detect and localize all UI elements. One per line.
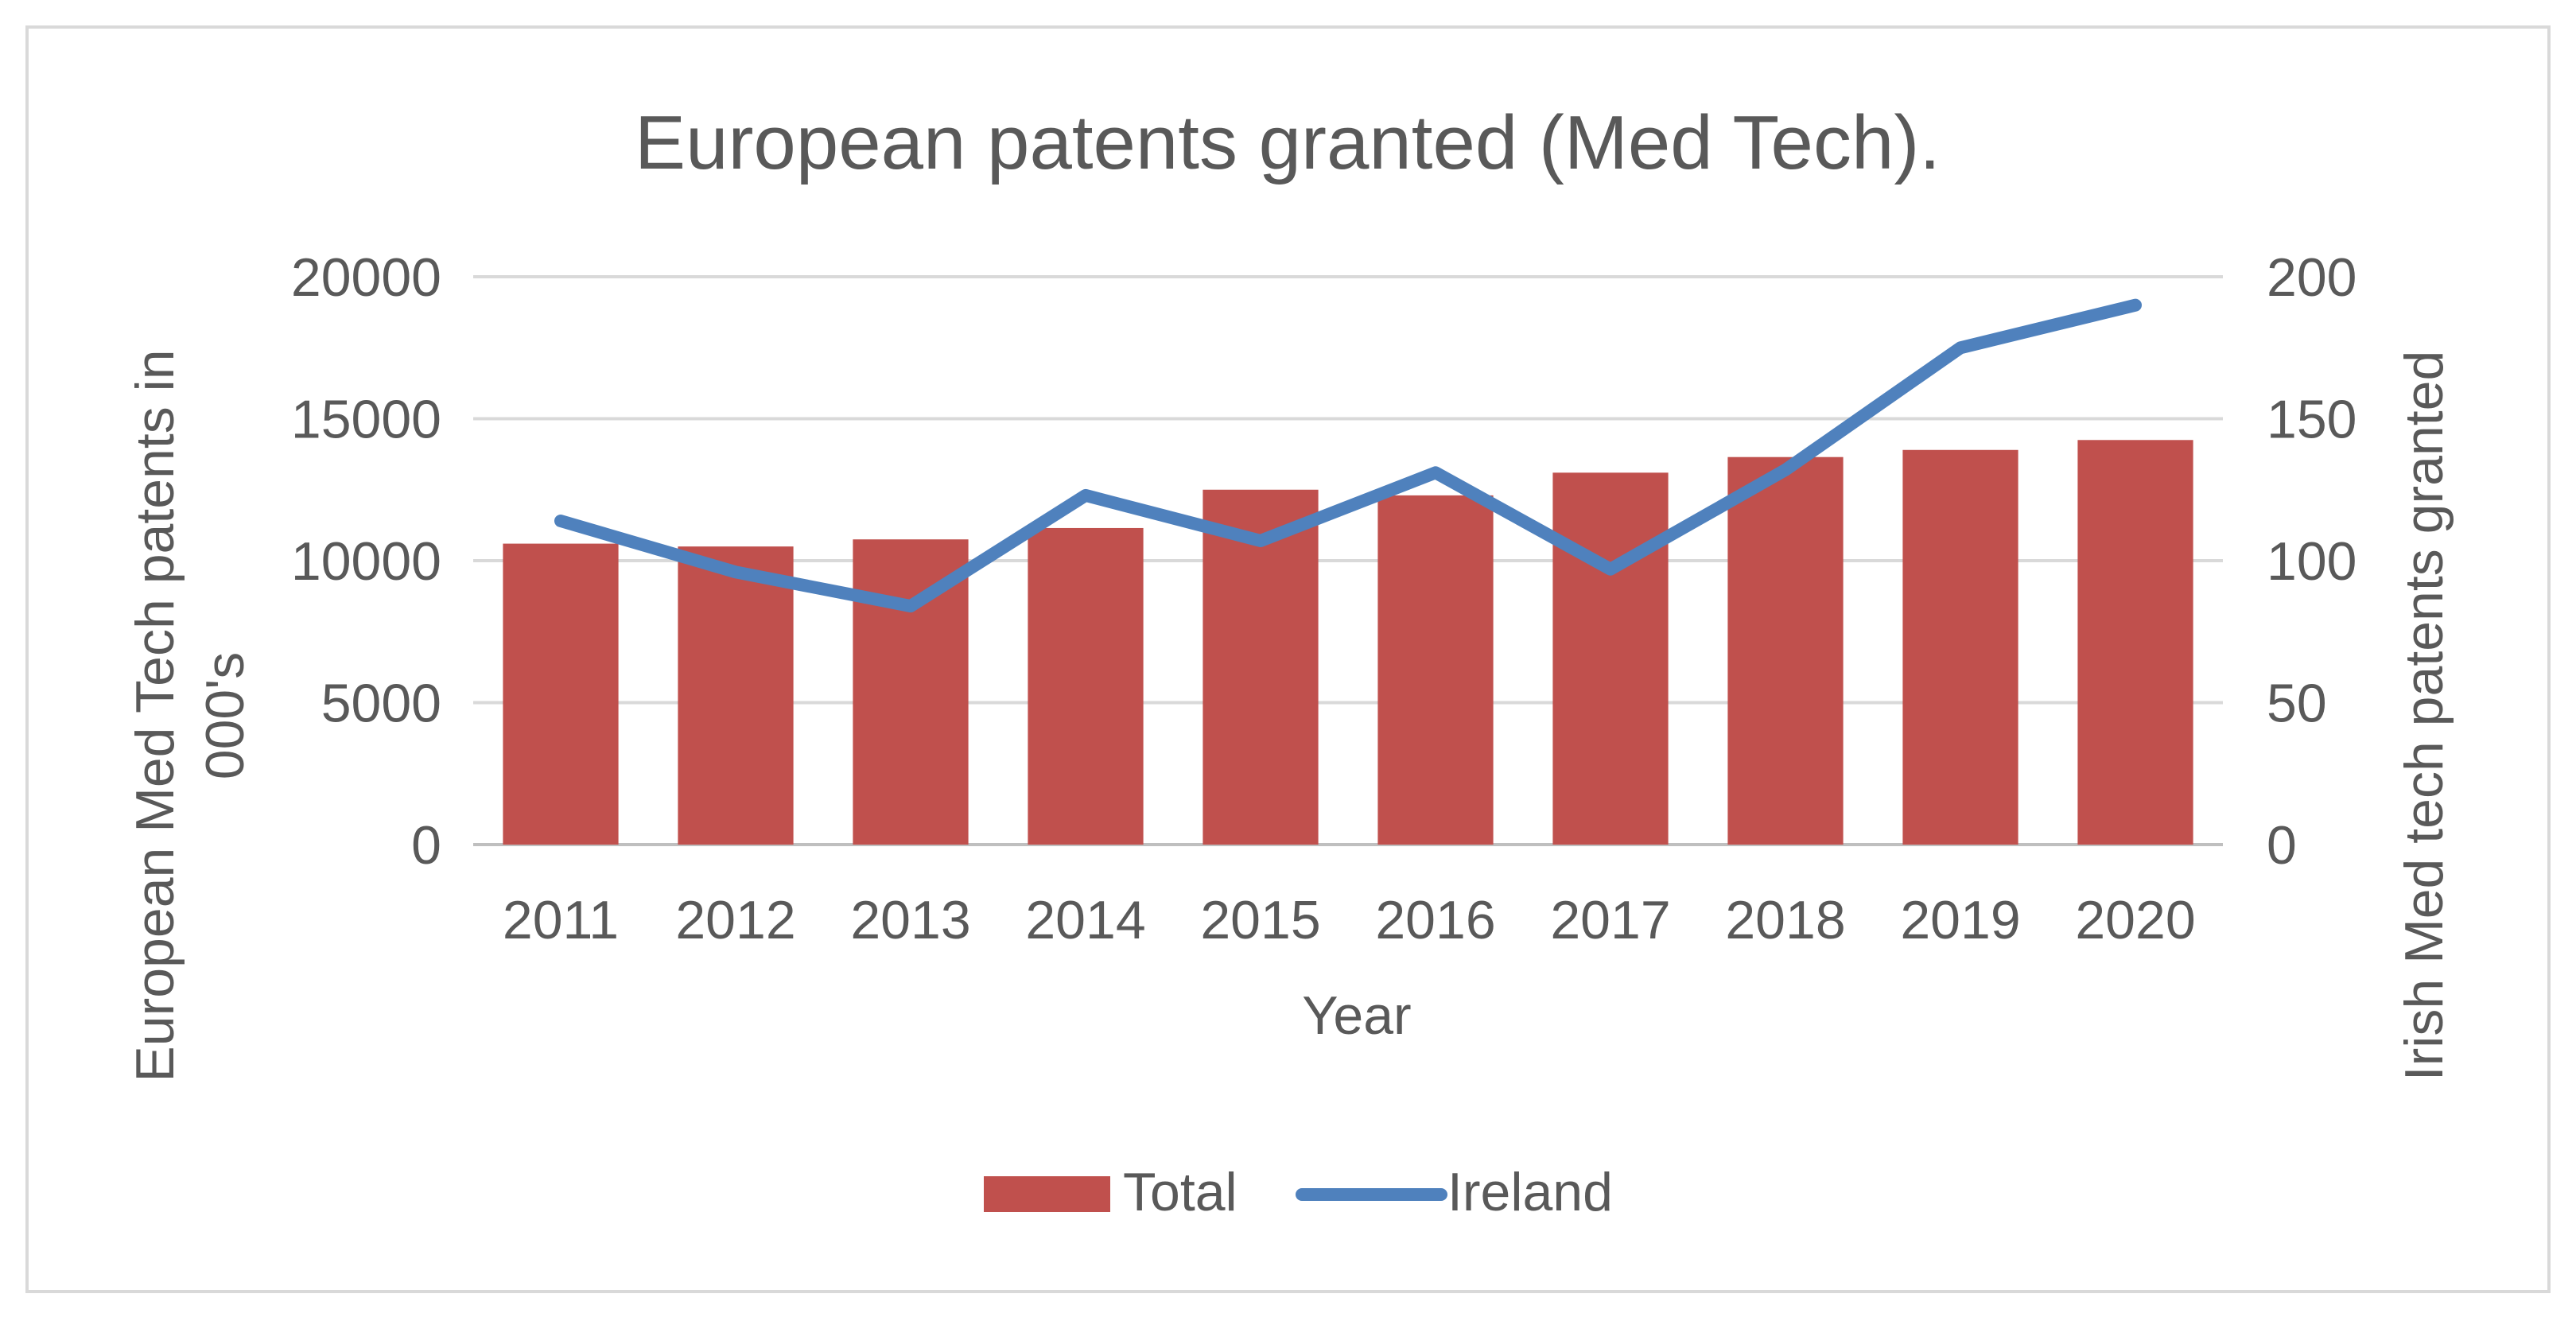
y-left-tick-label: 10000 bbox=[291, 531, 441, 592]
y-right-tick-label: 150 bbox=[2267, 390, 2356, 450]
legend: Total Ireland bbox=[984, 1162, 1613, 1222]
x-tick-label: 2015 bbox=[1200, 890, 1320, 950]
ireland-point-2018 bbox=[1785, 469, 1786, 471]
legend-label-total: Total bbox=[1123, 1162, 1237, 1222]
y-left-tick-label: 5000 bbox=[321, 674, 441, 734]
bar-2020 bbox=[2077, 440, 2193, 845]
bar-2017 bbox=[1552, 472, 1669, 845]
y-axis-left-title-line2: 000's bbox=[195, 652, 255, 779]
x-tick-label: 2020 bbox=[2075, 890, 2195, 950]
bar-2016 bbox=[1377, 495, 1494, 845]
y-axis-left-ticks: 0 5000 10000 15000 20000 bbox=[291, 247, 441, 876]
line-series-ireland bbox=[554, 298, 2142, 613]
x-tick-label: 2014 bbox=[1025, 890, 1145, 950]
ireland-line bbox=[554, 298, 2142, 613]
x-tick-label: 2016 bbox=[1375, 890, 1495, 950]
bar-2019 bbox=[1902, 449, 2018, 845]
bar-series-total bbox=[503, 440, 2193, 845]
y-right-tick-label: 50 bbox=[2267, 674, 2327, 734]
bar-2015 bbox=[1203, 489, 1319, 845]
y-axis-left-title-line1: European Med Tech patents in bbox=[125, 349, 185, 1082]
x-tick-label: 2013 bbox=[850, 890, 970, 950]
x-axis-title: Year bbox=[1302, 985, 1411, 1046]
x-tick-label: 2012 bbox=[675, 890, 795, 950]
y-right-tick-label: 200 bbox=[2267, 247, 2356, 308]
chart-title: European patents granted (Med Tech). bbox=[635, 100, 1941, 185]
y-right-tick-label: 0 bbox=[2267, 815, 2297, 876]
y-right-tick-label: 100 bbox=[2267, 531, 2356, 592]
y-axis-right-title: Irish Med tech patents granted bbox=[2394, 351, 2454, 1082]
bar-2012 bbox=[678, 546, 794, 845]
legend-label-ireland: Ireland bbox=[1447, 1162, 1613, 1222]
y-left-tick-label: 20000 bbox=[291, 247, 441, 308]
x-tick-label: 2011 bbox=[503, 890, 619, 950]
bar-2018 bbox=[1727, 456, 1844, 845]
x-tick-label: 2017 bbox=[1550, 890, 1670, 950]
bar-2014 bbox=[1028, 527, 1144, 845]
legend-swatch-total bbox=[984, 1176, 1110, 1212]
x-tick-label: 2018 bbox=[1725, 890, 1845, 950]
y-left-tick-label: 0 bbox=[411, 815, 441, 876]
x-tick-label: 2019 bbox=[1900, 890, 2020, 950]
y-left-tick-label: 15000 bbox=[291, 390, 441, 450]
y-axis-right-ticks: 0 50 100 150 200 bbox=[2267, 247, 2356, 876]
bar-2011 bbox=[503, 543, 619, 845]
x-axis-ticks: 2011 2012 2013 2014 2015 2016 2017 2018 2019 2020 bbox=[503, 890, 2196, 950]
bar-2013 bbox=[853, 539, 969, 845]
